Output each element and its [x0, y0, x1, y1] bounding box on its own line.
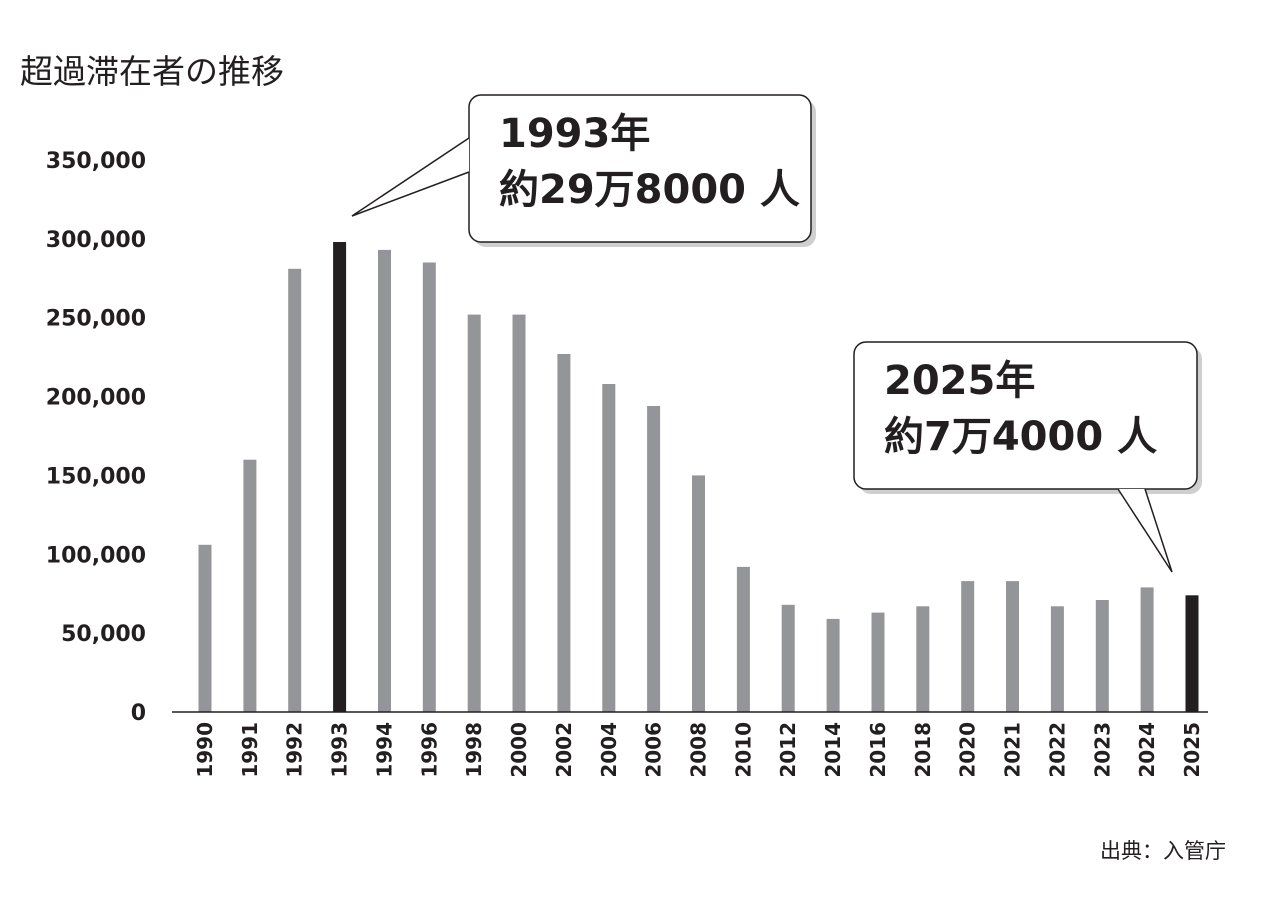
x-tick-label: 2024: [1135, 722, 1159, 778]
bar-1993: [333, 242, 347, 712]
x-tick-label: 1992: [283, 722, 307, 778]
bar-2024: [1140, 587, 1154, 712]
x-tick-label: 2008: [687, 722, 711, 778]
y-tick-label: 150,000: [46, 464, 146, 489]
y-axis: 0 50,000 100,000 150,000 200,000 250,000 300,0…: [46, 149, 146, 726]
bar-2022: [1050, 606, 1064, 712]
bars: [198, 242, 1199, 712]
x-tick-label: 2021: [1001, 722, 1025, 778]
y-tick-label: 200,000: [46, 386, 146, 411]
bar-2023: [1095, 600, 1109, 712]
x-tick-label: 2014: [821, 722, 845, 778]
y-tick-label: 0: [131, 701, 146, 726]
x-tick-label: 2004: [597, 722, 621, 778]
bar-2010: [736, 566, 750, 712]
callout-count: 約29万8000 人: [499, 167, 800, 213]
callout-count: 約7万4000 人: [884, 414, 1157, 460]
bar-2002: [557, 354, 571, 712]
y-tick-label: 250,000: [46, 307, 146, 332]
x-tick-label: 2012: [776, 722, 800, 778]
callout-year: 2025年: [884, 358, 1035, 404]
y-tick-label: 300,000: [46, 228, 146, 253]
bar-1998: [467, 314, 481, 712]
bar-2000: [512, 314, 526, 712]
x-tick-label: 2018: [911, 722, 935, 778]
x-tick-label: 1993: [328, 722, 352, 778]
bar-2014: [826, 618, 840, 712]
x-tick-label: 2002: [552, 722, 576, 778]
bar-1992: [288, 268, 302, 712]
x-tick-label: 2025: [1180, 722, 1204, 778]
bar-2006: [647, 406, 661, 712]
x-tick-label: 1994: [372, 722, 396, 778]
x-tick-label: 2016: [866, 722, 890, 778]
y-tick-label: 350,000: [46, 149, 146, 174]
callout-year: 1993年: [499, 111, 650, 157]
bar-1994: [378, 249, 391, 712]
x-tick-label: 1998: [462, 722, 486, 778]
x-tick-label: 2022: [1045, 722, 1069, 778]
x-tick-label: 1996: [417, 722, 441, 778]
callout-box: [853, 341, 1198, 490]
y-tick-label: 100,000: [46, 543, 146, 568]
x-tick-label: 1991: [238, 722, 262, 778]
y-tick-label: 50,000: [61, 622, 146, 647]
x-tick-label: 2000: [507, 722, 531, 778]
callout-pointer: [1117, 488, 1173, 573]
chart-title: 超過滞在者の推移: [20, 52, 284, 91]
x-axis: 1990 1991 1992 1993 1994 1996 1998 2000 2002 2004…: [193, 722, 1204, 778]
x-tick-label: 2023: [1090, 722, 1114, 778]
bar-2021: [1006, 581, 1019, 712]
source-note: 出典：入管庁: [1100, 839, 1226, 863]
bar-1996: [422, 262, 436, 712]
bar-2012: [781, 604, 795, 712]
bar-2018: [916, 606, 930, 712]
x-tick-label: 2020: [956, 722, 980, 778]
x-tick-label: 2010: [731, 722, 755, 778]
x-tick-label: 1990: [193, 722, 217, 778]
bar-1990: [198, 544, 212, 712]
bar-2004: [602, 384, 616, 712]
bar-2020: [961, 581, 975, 712]
bar-2025: [1185, 595, 1199, 712]
bar-2016: [871, 612, 885, 712]
bar-1991: [243, 459, 257, 712]
x-tick-label: 2006: [642, 722, 666, 778]
callout-pointer: [351, 137, 470, 217]
bar-2008: [692, 475, 705, 712]
